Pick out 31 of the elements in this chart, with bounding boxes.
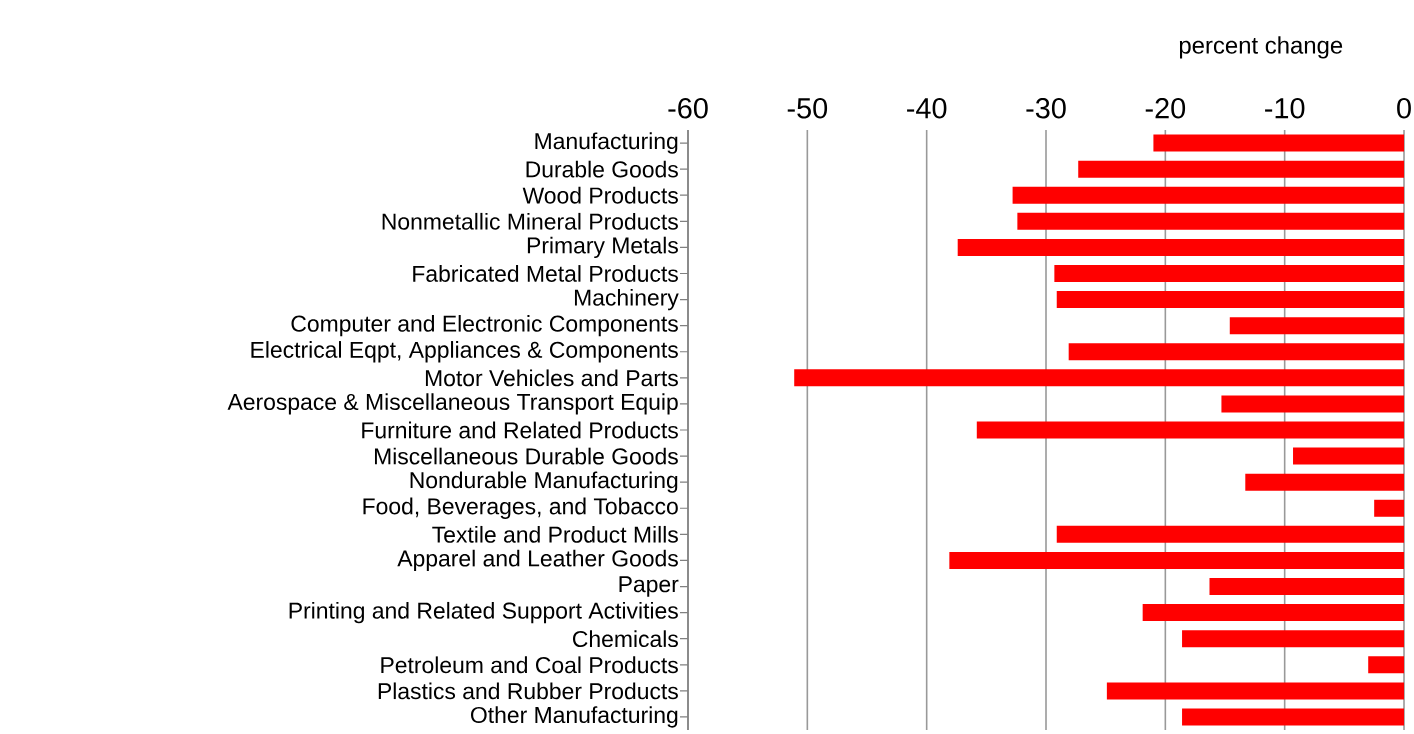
y-tick-label: Durable Goods [526, 160, 678, 178]
x-tick-label: -50 [787, 98, 828, 119]
y-tick-label: Motor Vehicles and Parts [425, 369, 678, 387]
y-tick-label: Electrical Eqpt, Appliances & Components [251, 341, 678, 363]
y-tick-label: Food, Beverages, and Tobacco [363, 497, 678, 519]
y-tick-label: Primary Metals [527, 236, 678, 259]
x-tick-label: 0 [1397, 98, 1411, 119]
y-tick-label: Nondurable Manufacturing [410, 471, 678, 493]
y-tick-label: Apparel and Leather Goods [397, 549, 678, 572]
x-tick-label: -10 [1265, 98, 1305, 119]
x-tick-label: -60 [668, 98, 708, 119]
x-tick-label: -20 [1145, 98, 1186, 119]
y-tick-label: Other Manufacturing [471, 706, 678, 728]
y-tick-label: Computer and Electronic Components [291, 314, 678, 337]
y-tick-label: Textile and Product Mills [432, 525, 678, 543]
y-tick-label: Fabricated Metal Products [413, 265, 678, 282]
x-tick-label: -40 [907, 98, 947, 119]
y-tick-label: Manufacturing [535, 132, 678, 154]
y-tick-label: Paper [619, 576, 679, 597]
y-tick-label: Petroleum and Coal Products [381, 656, 678, 674]
y-tick-label: Nonmetallic Mineral Products [382, 212, 678, 230]
y-tick-label: Plastics and Rubber Products [378, 682, 678, 700]
y-tick-label: Wood Products [522, 186, 678, 204]
y-tick-label: Aerospace & Miscellaneous Transport Equip [227, 393, 678, 415]
y-tick-label: Machinery [574, 288, 679, 311]
y-tick-label: Chemicals [573, 630, 678, 648]
x-tick-label: -30 [1026, 98, 1066, 119]
x-axis-title: percent change [1179, 36, 1343, 59]
y-tick-label: Printing and Related Support Activities [289, 601, 678, 624]
y-tick-label: Furniture and Related Products [362, 421, 678, 439]
y-tick-label: Miscellaneous Durable Goods [374, 447, 678, 465]
